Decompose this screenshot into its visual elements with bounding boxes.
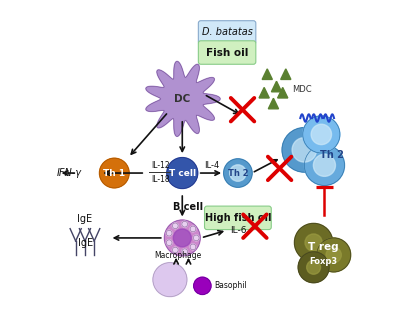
Circle shape bbox=[316, 238, 350, 272]
Circle shape bbox=[193, 235, 199, 241]
Circle shape bbox=[164, 220, 200, 256]
Text: MDC: MDC bbox=[291, 85, 311, 94]
Circle shape bbox=[181, 221, 187, 227]
Text: B cell: B cell bbox=[173, 202, 203, 212]
Text: IgE: IgE bbox=[78, 238, 93, 248]
Circle shape bbox=[152, 263, 186, 297]
FancyBboxPatch shape bbox=[198, 21, 255, 44]
Circle shape bbox=[223, 159, 252, 187]
Text: Foxp3: Foxp3 bbox=[308, 256, 336, 266]
Circle shape bbox=[193, 277, 211, 294]
FancyBboxPatch shape bbox=[204, 206, 271, 230]
Circle shape bbox=[166, 230, 171, 236]
Circle shape bbox=[99, 158, 129, 188]
Polygon shape bbox=[145, 61, 220, 136]
Polygon shape bbox=[259, 87, 268, 98]
Text: DC: DC bbox=[174, 94, 190, 104]
Circle shape bbox=[304, 234, 321, 251]
Circle shape bbox=[306, 260, 320, 274]
Text: IL-6: IL-6 bbox=[229, 226, 246, 235]
Circle shape bbox=[302, 116, 339, 153]
Text: IL-12: IL-12 bbox=[151, 161, 170, 170]
Circle shape bbox=[166, 158, 197, 188]
Circle shape bbox=[313, 154, 335, 176]
Text: IFN-γ: IFN-γ bbox=[57, 168, 82, 178]
Text: Basophil: Basophil bbox=[214, 281, 247, 290]
Polygon shape bbox=[271, 81, 281, 92]
Polygon shape bbox=[268, 98, 278, 109]
Circle shape bbox=[172, 223, 178, 229]
Text: Th 2: Th 2 bbox=[319, 150, 343, 159]
Circle shape bbox=[190, 244, 195, 250]
Text: T reg: T reg bbox=[307, 242, 337, 252]
Circle shape bbox=[166, 240, 171, 246]
Text: Fish oil: Fish oil bbox=[205, 48, 248, 57]
Polygon shape bbox=[277, 87, 287, 98]
Text: Th 1: Th 1 bbox=[103, 168, 125, 178]
Text: D. batatas: D. batatas bbox=[201, 28, 252, 37]
Text: Macrophage: Macrophage bbox=[154, 251, 201, 260]
Circle shape bbox=[297, 252, 328, 283]
Text: Th 2: Th 2 bbox=[227, 168, 248, 178]
Text: IL-4: IL-4 bbox=[204, 161, 219, 170]
Text: IL-18: IL-18 bbox=[151, 175, 170, 184]
Circle shape bbox=[325, 247, 340, 263]
Circle shape bbox=[229, 165, 246, 181]
Circle shape bbox=[304, 145, 344, 185]
Circle shape bbox=[311, 124, 331, 145]
Polygon shape bbox=[261, 69, 272, 79]
Circle shape bbox=[281, 128, 326, 172]
Circle shape bbox=[292, 138, 316, 162]
Text: IgE: IgE bbox=[77, 214, 92, 224]
Circle shape bbox=[190, 226, 195, 232]
Circle shape bbox=[172, 247, 178, 253]
Text: High fish oil: High fish oil bbox=[204, 213, 271, 223]
Polygon shape bbox=[280, 69, 290, 79]
FancyBboxPatch shape bbox=[198, 41, 255, 64]
Circle shape bbox=[181, 249, 187, 255]
Circle shape bbox=[294, 223, 332, 262]
Text: T cell: T cell bbox=[169, 168, 195, 178]
Circle shape bbox=[173, 229, 191, 247]
